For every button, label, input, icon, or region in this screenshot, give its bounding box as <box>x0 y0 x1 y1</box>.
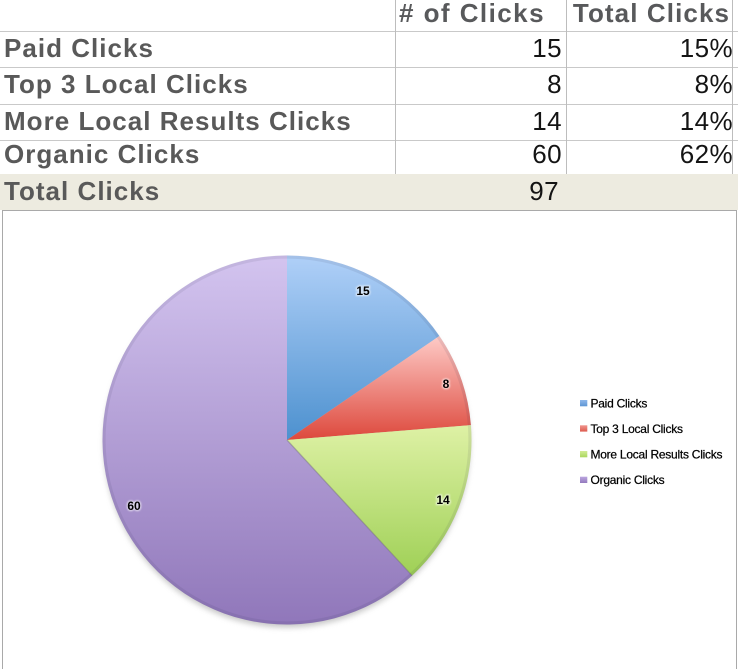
svg-text:14: 14 <box>436 493 450 507</box>
svg-text:Organic Clicks: Organic Clicks <box>591 473 665 487</box>
svg-text:More Local Results Clicks: More Local Results Clicks <box>591 448 723 462</box>
svg-text:60: 60 <box>127 499 141 513</box>
svg-text:Paid Clicks: Paid Clicks <box>591 397 648 411</box>
svg-text:14: 14 <box>436 493 450 507</box>
svg-text:15: 15 <box>356 284 370 298</box>
svg-text:Top 3 Local Clicks: Top 3 Local Clicks <box>591 422 683 436</box>
svg-text:8: 8 <box>443 377 450 391</box>
svg-text:15: 15 <box>356 284 370 298</box>
svg-text:8: 8 <box>443 377 450 391</box>
svg-text:60: 60 <box>127 499 141 513</box>
